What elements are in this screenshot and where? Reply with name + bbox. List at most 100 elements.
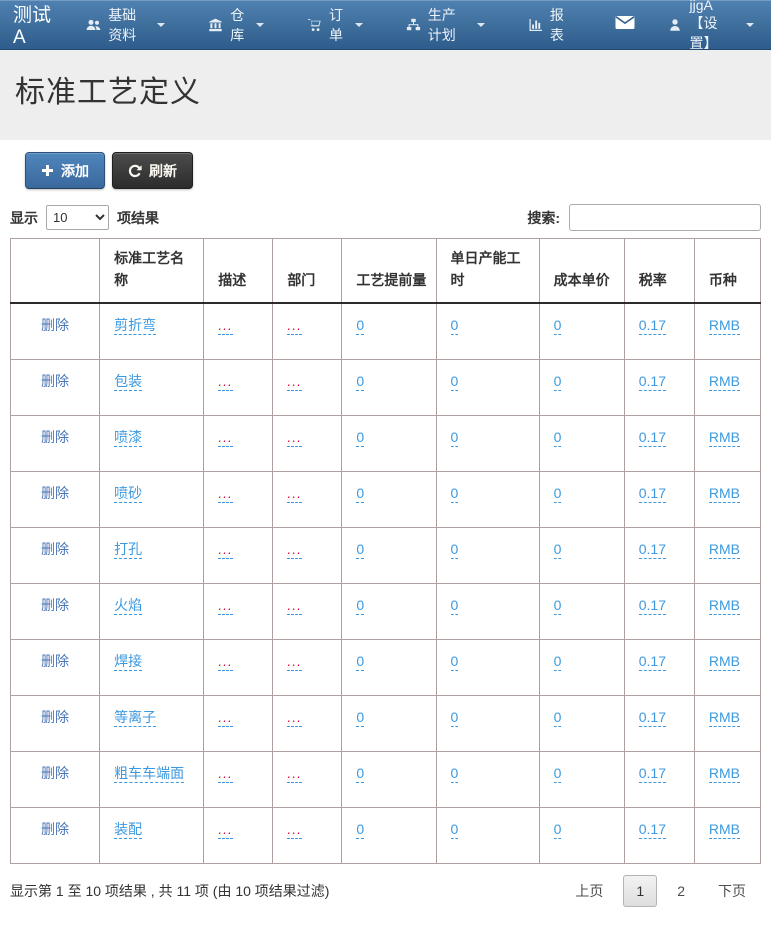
lead-time-editable[interactable]: 0 xyxy=(356,596,365,615)
department-editable[interactable]: ... xyxy=(287,764,302,783)
process-name-editable[interactable]: 剪折弯 xyxy=(114,317,157,335)
currency-editable[interactable]: RMB xyxy=(708,540,740,559)
delete-link[interactable]: 删除 xyxy=(41,708,70,725)
nav-warehouse[interactable]: 仓库 xyxy=(193,0,279,49)
description-editable[interactable]: ... xyxy=(218,428,233,447)
cost-editable[interactable]: 0 xyxy=(553,484,562,503)
currency-editable[interactable]: RMB xyxy=(708,652,740,671)
lead-time-editable[interactable]: 0 xyxy=(356,820,365,839)
capacity-editable[interactable]: 0 xyxy=(450,596,459,615)
department-editable[interactable]: ... xyxy=(287,820,302,839)
department-editable[interactable]: ... xyxy=(287,372,302,391)
lead-time-editable[interactable]: 0 xyxy=(356,652,365,671)
process-name-editable[interactable]: 喷砂 xyxy=(114,484,143,503)
lead-time-editable[interactable]: 0 xyxy=(356,317,365,335)
process-name-editable[interactable]: 包装 xyxy=(114,372,143,391)
capacity-editable[interactable]: 0 xyxy=(450,372,459,391)
currency-editable[interactable]: RMB xyxy=(708,596,740,615)
cost-editable[interactable]: 0 xyxy=(553,372,562,391)
description-editable[interactable]: ... xyxy=(218,540,233,559)
capacity-editable[interactable]: 0 xyxy=(450,428,459,447)
capacity-editable[interactable]: 0 xyxy=(450,820,459,839)
capacity-editable[interactable]: 0 xyxy=(450,540,459,559)
department-editable[interactable]: ... xyxy=(287,428,302,447)
description-editable[interactable]: ... xyxy=(218,764,233,783)
search-input[interactable] xyxy=(569,204,761,231)
process-name-editable[interactable]: 火焰 xyxy=(114,596,143,615)
process-name-editable[interactable]: 喷漆 xyxy=(114,428,143,447)
delete-link[interactable]: 删除 xyxy=(41,372,70,389)
currency-editable[interactable]: RMB xyxy=(708,372,740,391)
cost-editable[interactable]: 0 xyxy=(553,708,562,727)
tax-rate-editable[interactable]: 0.17 xyxy=(638,428,666,447)
lead-time-editable[interactable]: 0 xyxy=(356,708,365,727)
department-editable[interactable]: ... xyxy=(287,484,302,503)
user-menu[interactable]: jjgA 【设置】 xyxy=(653,0,769,51)
process-name-editable[interactable]: 等离子 xyxy=(114,708,157,727)
process-name-editable[interactable]: 粗车车端面 xyxy=(114,764,185,783)
department-editable[interactable]: ... xyxy=(287,708,302,727)
nav-orders[interactable]: 订单 xyxy=(292,0,378,49)
currency-editable[interactable]: RMB xyxy=(708,820,740,839)
department-editable[interactable]: ... xyxy=(287,540,302,559)
description-editable[interactable]: ... xyxy=(218,372,233,391)
cost-editable[interactable]: 0 xyxy=(553,317,562,335)
cost-editable[interactable]: 0 xyxy=(553,820,562,839)
description-editable[interactable]: ... xyxy=(218,596,233,615)
capacity-editable[interactable]: 0 xyxy=(450,764,459,783)
cost-editable[interactable]: 0 xyxy=(553,428,562,447)
currency-editable[interactable]: RMB xyxy=(708,764,740,783)
tax-rate-editable[interactable]: 0.17 xyxy=(638,540,666,559)
pagination-page-1[interactable]: 1 xyxy=(623,874,658,907)
delete-link[interactable]: 删除 xyxy=(41,596,70,613)
tax-rate-editable[interactable]: 0.17 xyxy=(638,372,666,391)
nav-basic-data[interactable]: 基础资料 xyxy=(71,0,180,49)
delete-link[interactable]: 删除 xyxy=(41,484,70,501)
delete-link[interactable]: 删除 xyxy=(41,764,70,781)
pagination-page-2[interactable]: 2 xyxy=(677,882,685,899)
currency-editable[interactable]: RMB xyxy=(708,484,740,503)
description-editable[interactable]: ... xyxy=(218,484,233,503)
mail-link[interactable] xyxy=(597,0,653,49)
department-editable[interactable]: ... xyxy=(287,317,302,335)
delete-link[interactable]: 删除 xyxy=(41,820,70,837)
nav-production-plan[interactable]: 生产计划 xyxy=(391,0,500,49)
tax-rate-editable[interactable]: 0.17 xyxy=(638,596,666,615)
delete-link[interactable]: 删除 xyxy=(41,652,70,669)
pagination-next[interactable]: 下页 xyxy=(718,882,746,899)
currency-editable[interactable]: RMB xyxy=(708,708,740,727)
add-button[interactable]: 添加 xyxy=(25,152,105,189)
tax-rate-editable[interactable]: 0.17 xyxy=(638,484,666,503)
tax-rate-editable[interactable]: 0.17 xyxy=(638,317,666,335)
description-editable[interactable]: ... xyxy=(218,652,233,671)
lead-time-editable[interactable]: 0 xyxy=(356,764,365,783)
cost-editable[interactable]: 0 xyxy=(553,652,562,671)
capacity-editable[interactable]: 0 xyxy=(450,484,459,503)
tax-rate-editable[interactable]: 0.17 xyxy=(638,820,666,839)
currency-editable[interactable]: RMB xyxy=(708,428,740,447)
tax-rate-editable[interactable]: 0.17 xyxy=(638,708,666,727)
pagination-prev[interactable]: 上页 xyxy=(575,882,604,899)
lead-time-editable[interactable]: 0 xyxy=(356,484,365,503)
delete-link[interactable]: 删除 xyxy=(41,540,70,557)
delete-link[interactable]: 删除 xyxy=(41,428,70,445)
tax-rate-editable[interactable]: 0.17 xyxy=(638,652,666,671)
process-name-editable[interactable]: 打孔 xyxy=(114,540,143,559)
department-editable[interactable]: ... xyxy=(287,652,302,671)
process-name-editable[interactable]: 装配 xyxy=(114,820,143,839)
capacity-editable[interactable]: 0 xyxy=(450,652,459,671)
description-editable[interactable]: ... xyxy=(218,708,233,727)
department-editable[interactable]: ... xyxy=(287,596,302,615)
brand-link[interactable]: 测试A xyxy=(0,0,71,49)
currency-editable[interactable]: RMB xyxy=(708,317,740,335)
lead-time-editable[interactable]: 0 xyxy=(356,372,365,391)
description-editable[interactable]: ... xyxy=(218,820,233,839)
page-length-select[interactable]: 10 xyxy=(46,205,109,230)
cost-editable[interactable]: 0 xyxy=(553,540,562,559)
capacity-editable[interactable]: 0 xyxy=(450,708,459,727)
lead-time-editable[interactable]: 0 xyxy=(356,428,365,447)
delete-link[interactable]: 删除 xyxy=(41,317,70,333)
description-editable[interactable]: ... xyxy=(218,317,233,335)
process-name-editable[interactable]: 焊接 xyxy=(114,652,143,671)
cost-editable[interactable]: 0 xyxy=(553,596,562,615)
